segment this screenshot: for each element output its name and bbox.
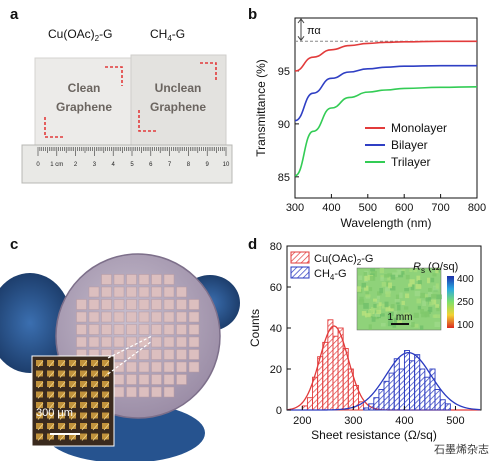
ruler-number: 6 <box>149 162 153 168</box>
watermark: 石墨烯杂志 <box>434 444 489 456</box>
ruler-number: 1 cm <box>50 162 63 168</box>
legend-label-trilayer: Trilayer <box>391 155 431 169</box>
x-tick-label: 800 <box>468 202 486 214</box>
histogram-bar <box>434 389 441 411</box>
ruler-number: 4 <box>112 162 116 168</box>
series-line-bilayer <box>294 64 477 122</box>
x-tick-label: 700 <box>431 202 449 214</box>
histogram-bar <box>409 360 416 411</box>
y-tick-label: 20 <box>270 364 282 376</box>
panel-label-d: d <box>248 236 258 253</box>
annotation-pialpha: πα <box>307 25 321 37</box>
histogram-bar <box>332 335 339 411</box>
histogram-bar <box>439 399 446 411</box>
ruler-number: 2 <box>74 162 78 168</box>
histogram-bar <box>398 368 405 411</box>
sample-caption-ch4: CH4-G <box>150 27 185 43</box>
histogram-bar <box>322 341 329 411</box>
histogram-bar <box>373 397 380 411</box>
histogram-bar <box>444 403 451 411</box>
unclean-text: Unclean <box>155 81 202 95</box>
sheet-resistance-histogram: 200 300 400 500 0 20 40 60 80 Sheet resistance (Ω… <box>248 241 482 442</box>
series-line-trilayer <box>294 86 478 177</box>
plot-frame <box>294 17 478 199</box>
colorbar-title: Rs (Ω/sq) <box>413 261 458 275</box>
histogram-bar <box>403 350 410 411</box>
histogram-bar <box>378 389 385 411</box>
histogram-bar <box>306 397 313 411</box>
y-axis-label: Transmittance (%) <box>254 59 268 157</box>
legend-label: Cu(OAc)2-G <box>314 253 373 267</box>
histogram-bar <box>414 354 421 411</box>
photo-wafer: 300 μm <box>0 228 245 463</box>
ruler-number: 3 <box>93 162 97 168</box>
x-tick-label: 500 <box>359 202 377 214</box>
x-tick-label: 300 <box>286 202 304 214</box>
inset-scalebar-label: 300 μm <box>36 407 73 419</box>
fit-curve <box>287 351 481 411</box>
unclean-graphene-slide <box>130 54 227 146</box>
ruler-number: 10 <box>223 162 230 168</box>
x-tick-label: 600 <box>395 202 413 214</box>
map-scalebar-label: 1 mm <box>388 312 413 323</box>
histogram-bar <box>383 380 390 411</box>
panel-b: b πα 300 400 500 600 700 800 85 90 95 Wavelength (… <box>245 0 495 230</box>
histogram-bar <box>327 319 334 411</box>
x-tick-label: 300 <box>344 415 362 427</box>
x-tick-label: 500 <box>446 415 464 427</box>
ruler-number: 0 <box>36 162 40 168</box>
panel-label-c: c <box>10 236 19 253</box>
graphene-text-2: Graphene <box>150 100 206 114</box>
colorbar-tick-label: 400 <box>457 274 474 285</box>
legend-label-bilayer: Bilayer <box>391 138 428 152</box>
x-axis-label: Wavelength (nm) <box>341 216 432 230</box>
histogram-bar <box>393 358 400 411</box>
y-tick-label: 60 <box>270 282 282 294</box>
y-tick-label: 90 <box>278 119 290 131</box>
glove-left <box>0 273 72 373</box>
y-tick-label: 85 <box>278 172 290 184</box>
colorbar-tick-label: 100 <box>457 320 474 331</box>
colorbar-tick-label: 250 <box>457 297 474 308</box>
panel-label-b: b <box>248 6 258 23</box>
panel-a: a Cu(OAc)2-G CH4-G Clean Graphene Unclea… <box>0 0 245 220</box>
y-tick-label: 40 <box>270 323 282 335</box>
ruler-number: 7 <box>168 162 172 168</box>
panel-label-a: a <box>10 6 19 23</box>
ruler-number: 8 <box>187 162 191 168</box>
graphene-text-1: Graphene <box>56 100 112 114</box>
histogram-bar <box>363 407 370 411</box>
y-tick-label: 95 <box>278 66 290 78</box>
histogram-bar <box>388 372 395 411</box>
transmittance-chart: πα 300 400 500 600 700 800 85 90 95 Wavelength (nm… <box>254 17 486 230</box>
x-tick-label: 400 <box>322 202 340 214</box>
x-tick-label: 400 <box>395 415 413 427</box>
legend-swatch <box>290 266 310 279</box>
inset-micrograph <box>31 355 115 447</box>
clean-text: Clean <box>68 81 101 95</box>
x-tick-label: 200 <box>293 415 311 427</box>
histogram-bar <box>368 403 375 411</box>
histogram-bar <box>424 376 431 411</box>
histogram-bar <box>419 368 426 411</box>
x-axis-label: Sheet resistance (Ω/sq) <box>311 428 437 442</box>
panel-c: c 300 μm <box>0 228 245 463</box>
series-line-monolayer <box>294 40 478 72</box>
ruler-number: 5 <box>130 162 134 168</box>
y-tick-label: 0 <box>276 405 282 417</box>
legend-label-monolayer: Monolayer <box>391 121 447 135</box>
legend-swatch <box>290 251 310 264</box>
ruler-number: 9 <box>206 162 210 168</box>
y-axis-label: Counts <box>248 309 262 347</box>
sample-caption-cu: Cu(OAc)2-G <box>48 27 112 43</box>
legend-label: CH4-G <box>314 268 347 282</box>
photo-graphene-samples: Cu(OAc)2-G CH4-G Clean Graphene Unclean … <box>0 0 245 220</box>
colorbar <box>447 276 454 328</box>
panel-d: d 200 300 400 500 0 20 40 60 80 Sheet resistance … <box>245 228 495 461</box>
y-tick-label: 80 <box>270 241 282 253</box>
